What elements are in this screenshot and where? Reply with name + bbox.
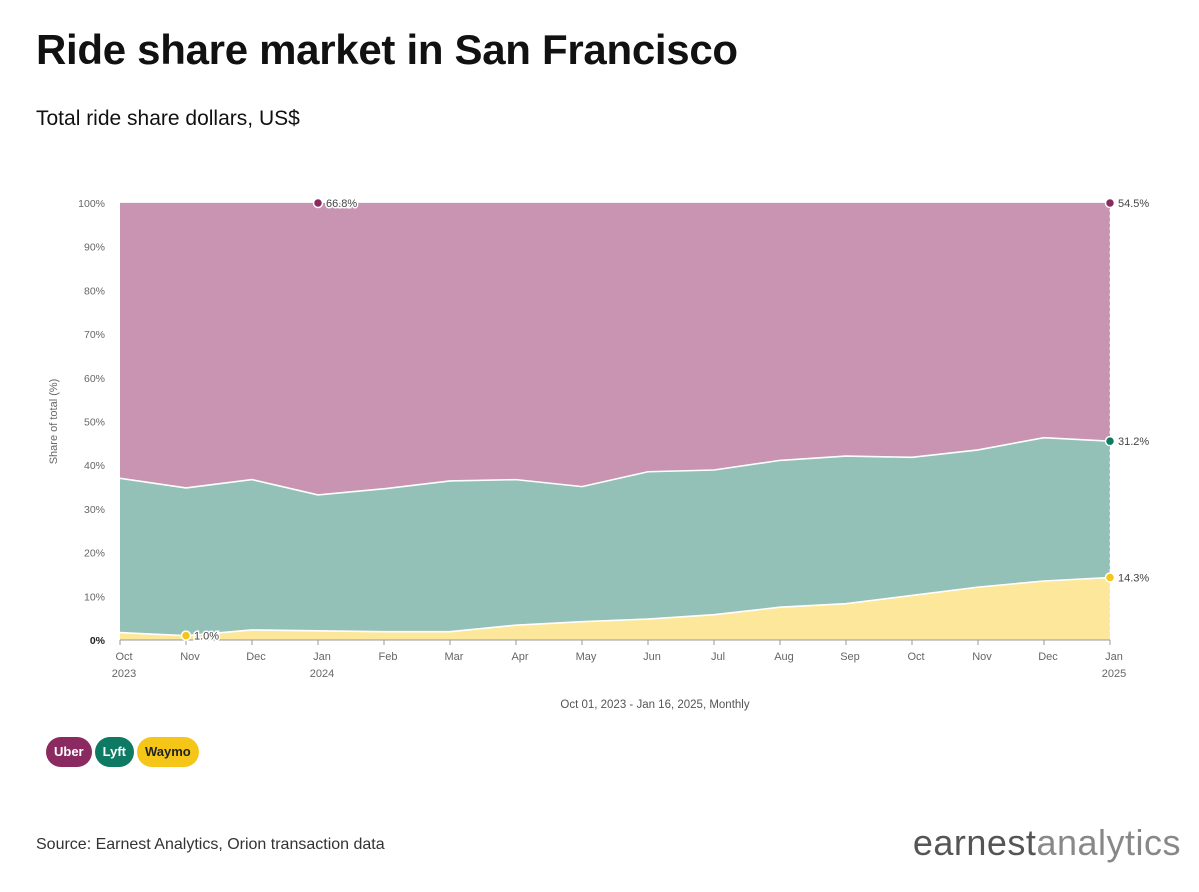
marker-uber bbox=[312, 197, 324, 209]
chart-title: Ride share market in San Francisco bbox=[36, 26, 738, 73]
x-tick-label: Mar bbox=[445, 651, 464, 663]
x-tick-label: Dec bbox=[246, 651, 266, 663]
marker-waymo bbox=[1104, 572, 1116, 583]
legend-uber[interactable]: Uber bbox=[46, 737, 92, 767]
x-tick-label: May bbox=[576, 651, 597, 663]
x-tick-label: Jan bbox=[1105, 651, 1123, 663]
marker-lyft bbox=[1104, 435, 1116, 447]
x-tick-label: Jan bbox=[313, 651, 331, 663]
y-tick-label: 50% bbox=[84, 417, 105, 429]
y-tick-label: 40% bbox=[84, 460, 105, 472]
x-tick-year: 2025 bbox=[1102, 668, 1126, 680]
marker-waymo bbox=[180, 630, 192, 641]
y-tick-label: 80% bbox=[84, 285, 105, 297]
axis-layer: 0% 10% 20% 30% 40% 50% 60% 70% 80% 90% 100% Oct 2023… bbox=[48, 198, 1126, 711]
earnest-analytics-logo: earnestanalytics bbox=[913, 822, 1181, 864]
x-tick-label: Jun bbox=[643, 651, 661, 663]
data-label-waymo: 1.0% bbox=[194, 631, 219, 643]
x-tick-year: 2023 bbox=[112, 668, 136, 680]
data-label-uber: 54.5% bbox=[1118, 198, 1149, 210]
annotation-layer: 66.8% 54.5% 31.2% 14.3% 1.0% bbox=[180, 197, 1151, 644]
legend-lyft[interactable]: Lyft bbox=[94, 737, 134, 767]
x-axis-title: Oct 01, 2023 - Jan 16, 2025, Monthly bbox=[560, 699, 749, 711]
x-tick-label: Aug bbox=[774, 651, 794, 663]
logo-earnest: earnest bbox=[912, 822, 1037, 863]
x-tick-year: 2024 bbox=[310, 668, 334, 680]
data-label-waymo: 14.3% bbox=[1118, 573, 1149, 585]
area-uber bbox=[120, 203, 1110, 495]
x-tick-label: Nov bbox=[972, 651, 992, 663]
y-tick-label: 90% bbox=[84, 242, 105, 254]
x-tick-label: Sep bbox=[840, 651, 860, 663]
x-tick-label: Feb bbox=[379, 651, 398, 663]
logo-analytics: analytics bbox=[1036, 822, 1181, 863]
legend: Uber Lyft Waymo bbox=[46, 737, 199, 767]
y-tick-label: 100% bbox=[78, 198, 105, 210]
y-axis-title: Share of total (%) bbox=[48, 379, 60, 465]
marker-uber bbox=[1104, 197, 1116, 209]
line-waymo bbox=[119, 576, 1111, 637]
x-tick-label: Oct bbox=[907, 651, 924, 663]
x-tick-label: Jul bbox=[711, 651, 725, 663]
line-lyft bbox=[119, 436, 1111, 496]
x-tick-label: Dec bbox=[1038, 651, 1058, 663]
data-label-lyft: 31.2% bbox=[1118, 436, 1149, 448]
source-note: Source: Earnest Analytics, Orion transac… bbox=[36, 836, 385, 853]
area-waymo bbox=[120, 577, 1110, 640]
y-tick-label: 0% bbox=[90, 635, 106, 647]
y-tick-label: 20% bbox=[84, 548, 105, 560]
y-tick-label: 30% bbox=[84, 504, 105, 516]
y-tick-label: 60% bbox=[84, 373, 105, 385]
area-lyft bbox=[120, 437, 1110, 636]
legend-waymo[interactable]: Waymo bbox=[136, 737, 199, 767]
area-layer bbox=[119, 203, 1111, 640]
y-tick-label: 70% bbox=[84, 329, 105, 341]
data-label-uber: 66.8% bbox=[326, 198, 357, 210]
area-chart: 0% 10% 20% 30% 40% 50% 60% 70% 80% 90% 100% Oct 2023… bbox=[48, 197, 1151, 712]
x-tick-label: Apr bbox=[511, 651, 528, 663]
chart-subtitle: Total ride share dollars, US$ bbox=[36, 107, 300, 130]
x-tick-label: Nov bbox=[180, 651, 200, 663]
y-tick-label: 10% bbox=[84, 591, 105, 603]
x-tick-label: Oct bbox=[115, 651, 132, 663]
